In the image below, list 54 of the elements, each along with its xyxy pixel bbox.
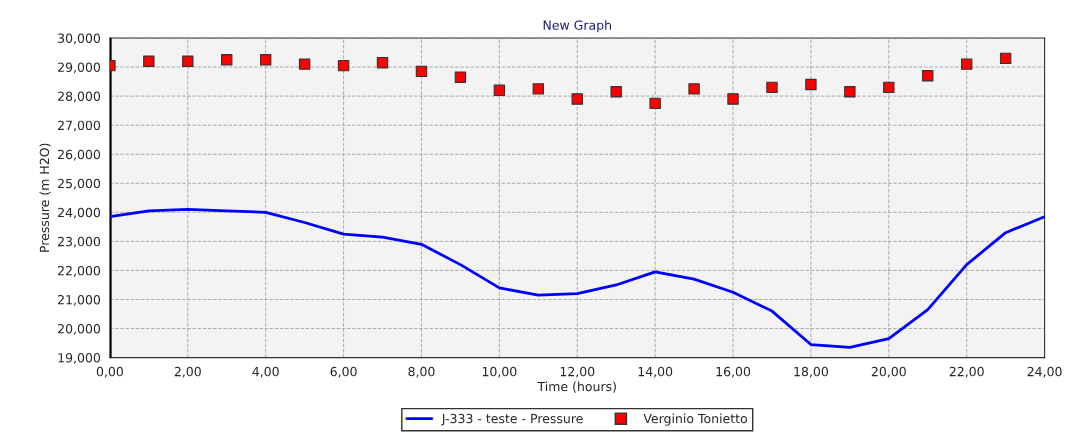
x-tick-label: 2,00 [174,366,201,378]
x-tick-label: 6,00 [330,366,357,378]
y-tick-label: 21,000 [58,294,101,306]
x-axis-title: Time (hours) [537,381,616,393]
point [376,56,389,69]
x-tick-label: 22,00 [949,366,984,378]
y-tick-label: 26,000 [58,149,101,161]
point [337,59,350,72]
point [610,86,622,98]
x-tick-label: 4,00 [252,366,279,378]
y-tick-label: 24,000 [58,207,101,219]
point [688,83,700,95]
point [259,54,272,66]
y-tick-label: 20,000 [58,324,101,335]
point [454,71,467,83]
point [922,70,934,82]
point [649,97,661,110]
point [999,52,1012,65]
legend-label: J-333 - teste - Pressure [441,413,583,426]
point [960,58,973,70]
point [493,84,506,96]
x-tick-label: 8,00 [408,366,435,378]
legend-label: Verginio Tonietto [643,413,747,426]
point [571,93,583,105]
x-tick-label: 12,00 [560,366,595,378]
y-axis-title: Pressure (m H2O) [39,143,51,252]
x-tick-label: 0,00 [96,366,123,378]
x-tick-label: 16,00 [716,366,751,378]
y-tick-label: 27,000 [58,120,101,132]
point [805,78,817,91]
y-tick-label: 23,000 [58,236,101,248]
y-tick-label: 25,000 [58,178,101,190]
point [415,65,428,78]
x-tick-label: 14,00 [638,366,673,378]
x-tick-label: 20,00 [871,366,906,378]
point [766,81,778,94]
x-tick-label: 24,00 [1027,366,1062,378]
point [221,54,233,66]
point [883,81,895,94]
x-tick-label: 18,00 [794,366,828,378]
y-tick-label: 22,000 [58,265,101,277]
point [844,86,856,98]
point [143,55,155,67]
y-tick-label: 28,000 [58,91,101,103]
y-tick-label: 30,000 [58,33,101,45]
chart-title: New Graph [543,20,611,33]
line-series [109,208,1045,349]
y-tick-label: 19,000 [58,353,101,364]
point [727,93,739,105]
y-tick-label: 29,000 [58,62,101,74]
x-tick-label: 10,00 [482,366,517,378]
point [298,58,311,70]
point [182,55,194,67]
point [532,83,545,95]
